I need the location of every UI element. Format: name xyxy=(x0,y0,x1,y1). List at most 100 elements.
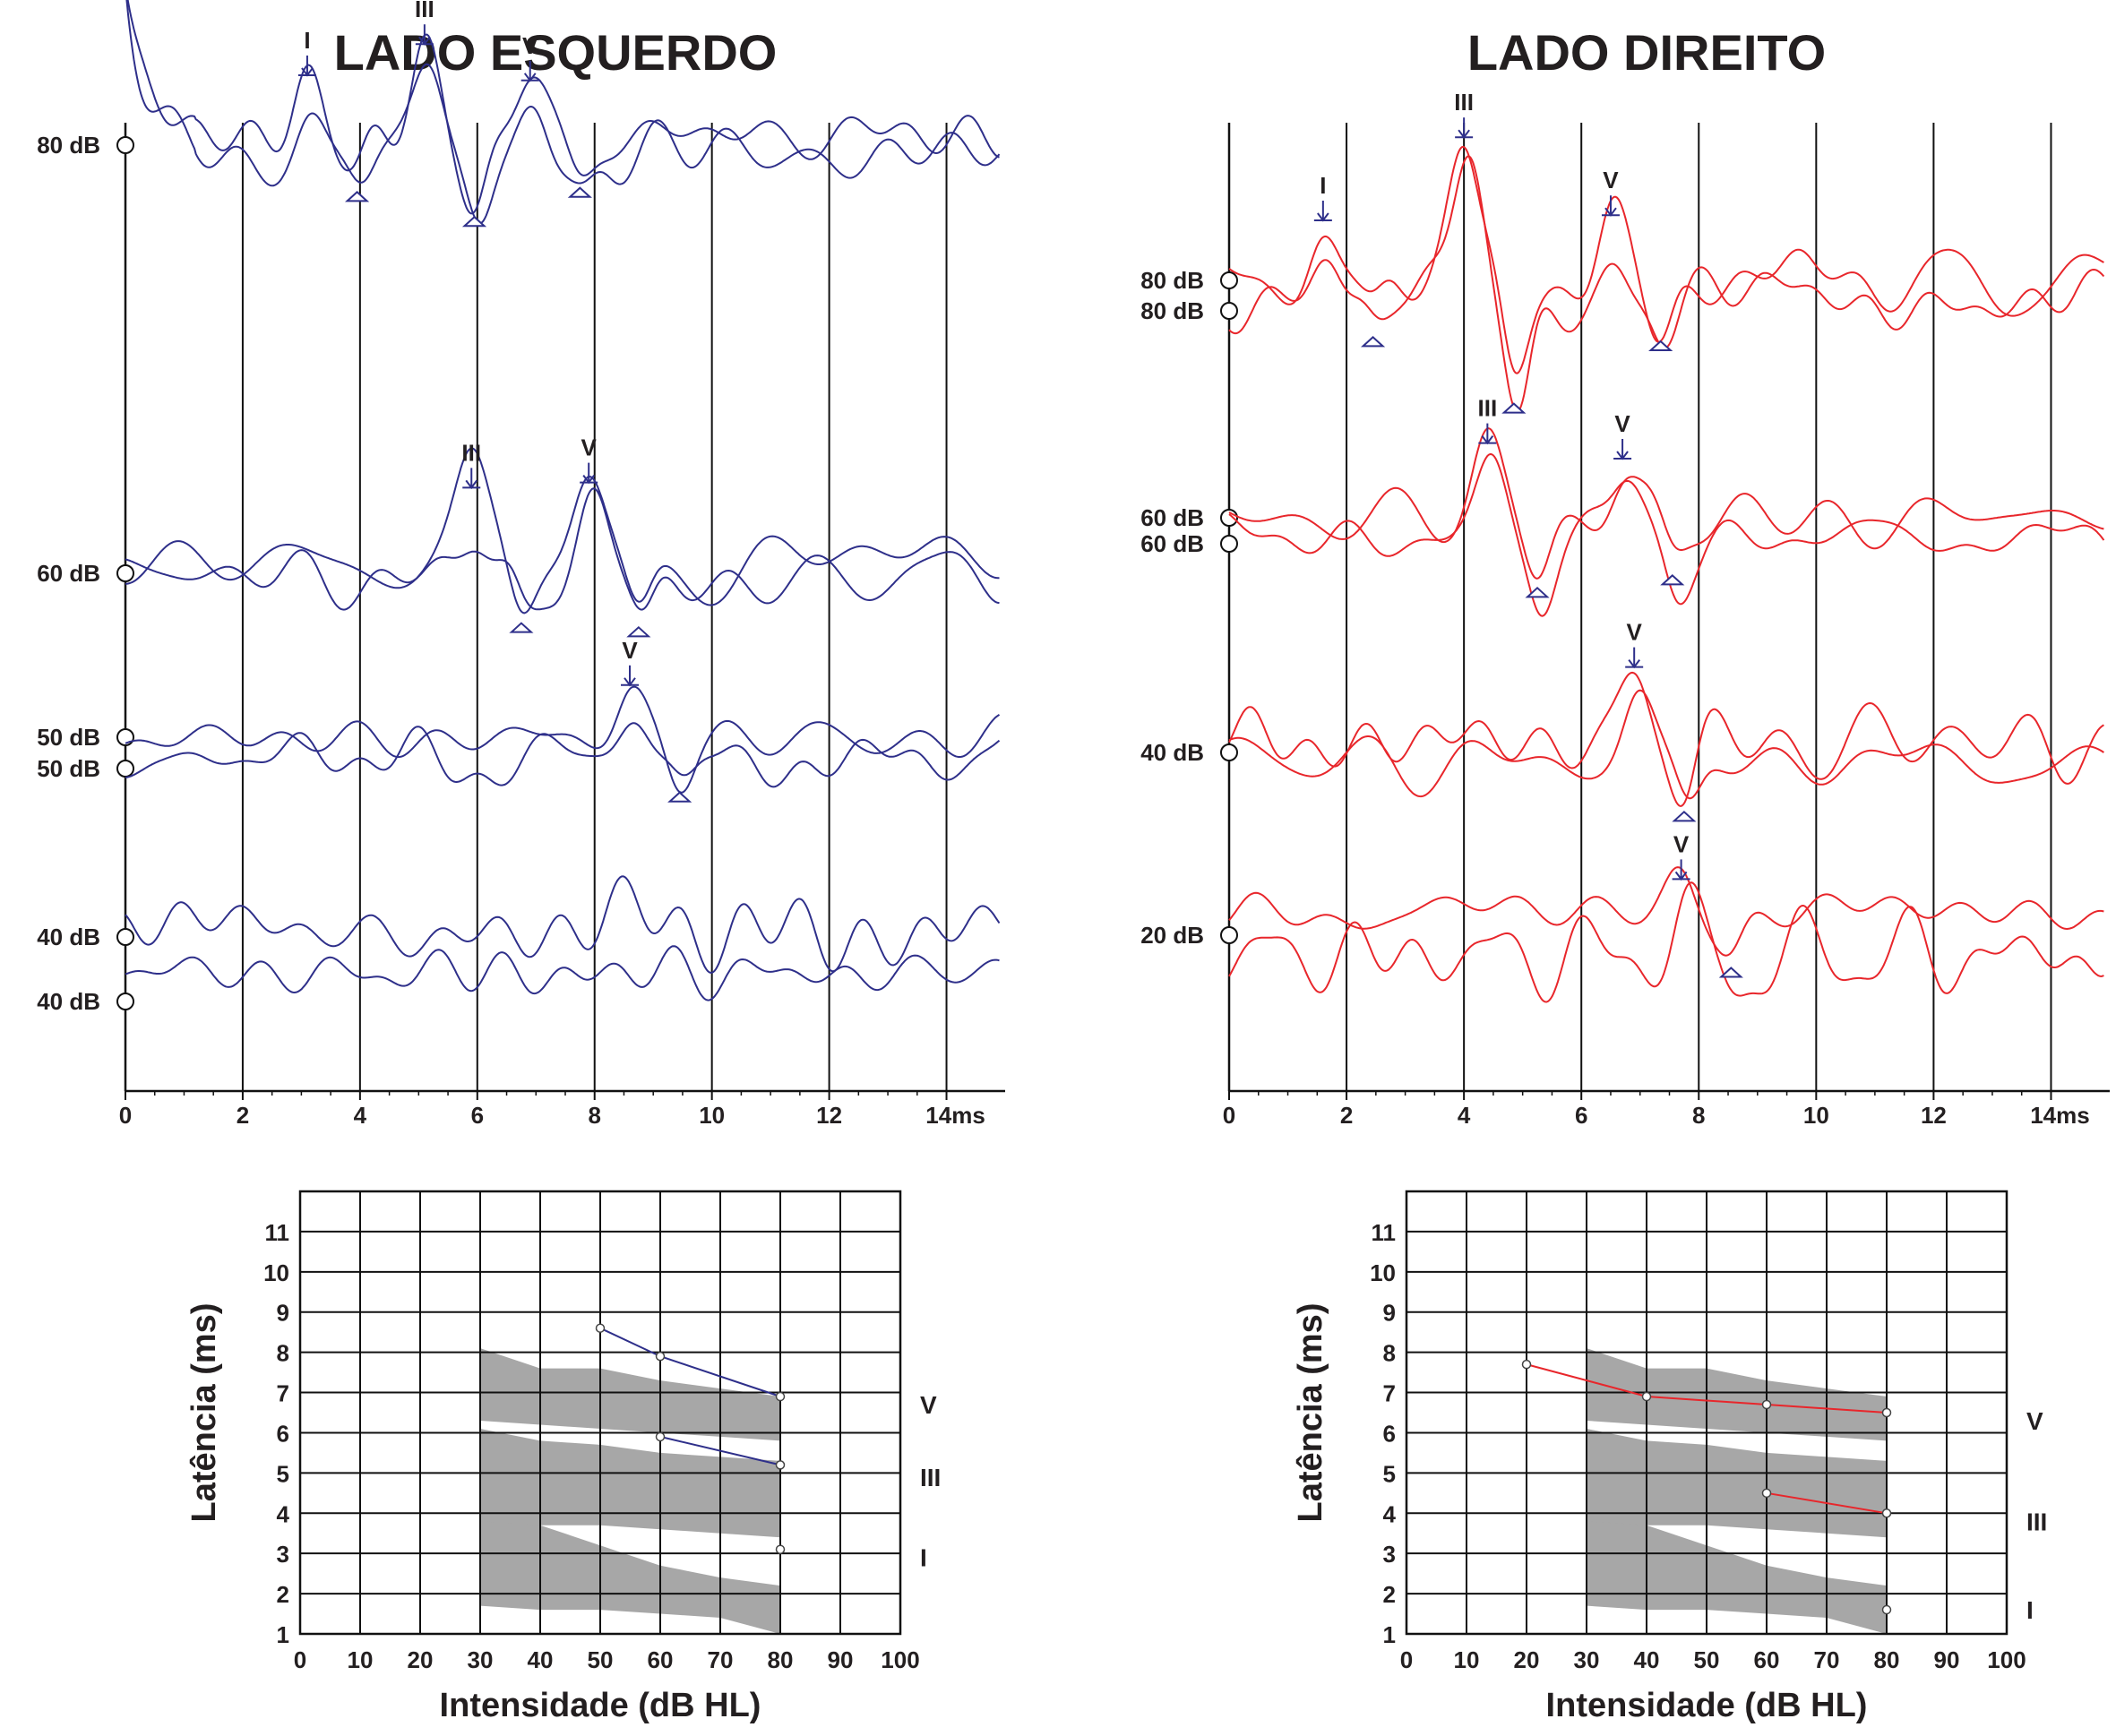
plot-frame xyxy=(1405,1190,2008,1636)
peak-label: V xyxy=(1603,167,1619,193)
y-tick-label: 4 xyxy=(277,1500,290,1527)
wave-label-I: I xyxy=(920,1544,927,1572)
intensity-label: 80 dB xyxy=(1140,297,1204,324)
waveform-trace xyxy=(1228,427,2104,580)
normal-band-III xyxy=(480,1429,780,1538)
x-axis-title: Intensidade (dB HL) xyxy=(440,1687,761,1724)
y-tick-label: 9 xyxy=(277,1300,289,1327)
intensity-label: 60 dB xyxy=(1140,504,1204,531)
intensity-label: 60 dB xyxy=(37,560,100,587)
series-point-III xyxy=(775,1460,786,1470)
series-point-III xyxy=(1881,1508,1892,1518)
x-tick-label: 70 xyxy=(708,1646,734,1673)
x-tick-label: 90 xyxy=(828,1646,854,1673)
peak-arrow-head xyxy=(1317,212,1329,222)
latency-chart-right: 0 10 20 30 40 50 60 70 80 90 100 1 2 3 4 5 6 7 8 9 10 11 Inten… xyxy=(1292,1190,2047,1724)
x-axis-title: Intensidade (dB HL) xyxy=(1546,1687,1868,1724)
waveform-trace xyxy=(125,685,1001,794)
series-point-V xyxy=(1881,1407,1892,1418)
peak-marker-I: I xyxy=(1313,172,1332,222)
series-line-V xyxy=(1526,1363,1888,1414)
trace-start-marker xyxy=(1220,743,1238,761)
x-tick-label: 4 xyxy=(1458,1102,1471,1129)
trace-start-marker xyxy=(116,760,134,778)
peak-label: V xyxy=(522,32,538,59)
peak-marker-V: V xyxy=(1601,167,1620,217)
peak-marker-III: III xyxy=(415,0,434,46)
normal-band-III xyxy=(1587,1429,1887,1538)
wave-label-V: V xyxy=(920,1391,937,1419)
x-tick-label: 6 xyxy=(471,1102,484,1129)
waveform-trace xyxy=(126,0,1000,215)
intensity-label: 20 dB xyxy=(1140,922,1204,949)
x-tick-label: 0 xyxy=(1223,1102,1235,1129)
series-point-III xyxy=(655,1431,666,1442)
x-tick-label: 20 xyxy=(408,1646,434,1673)
y-tick-label: 8 xyxy=(277,1340,289,1367)
y-tick-label: 3 xyxy=(277,1541,289,1568)
trough-marker xyxy=(667,791,692,803)
x-tick-label: 60 xyxy=(648,1646,674,1673)
intensity-label: 40 dB xyxy=(1140,739,1204,766)
trace-start-marker xyxy=(116,928,134,946)
trough-marker xyxy=(1360,336,1386,348)
y-tick-label: 7 xyxy=(1383,1380,1396,1407)
x-tick-label: 30 xyxy=(1574,1646,1600,1673)
peak-arrow-head xyxy=(624,677,636,687)
peak-marker-V: V xyxy=(621,637,640,687)
x-tick-label: 10 xyxy=(1454,1646,1480,1673)
waveform-trace xyxy=(1228,155,2105,414)
trace-start-marker xyxy=(116,564,134,582)
x-tick-label: 70 xyxy=(1814,1646,1840,1673)
latency-chart-left: 0 10 20 30 40 50 60 70 80 90 100 1 2 3 4 5 6 7 8 9 10 11 Inten… xyxy=(185,1190,941,1724)
y-tick-label: 2 xyxy=(277,1581,289,1608)
peak-arrow-head xyxy=(301,67,314,77)
right-panel-title: LADO DIREITO xyxy=(1467,24,1827,81)
left-panel-title: LADO ESQUERDO xyxy=(333,24,778,81)
x-tick-label: 12 xyxy=(1921,1102,1947,1129)
waveform-trace xyxy=(1228,671,2104,808)
peak-arrow-head xyxy=(1604,207,1617,217)
x-tick-label: 40 xyxy=(1634,1646,1660,1673)
trough-marker xyxy=(1501,402,1527,414)
y-tick-label: 5 xyxy=(277,1460,289,1487)
normal-band-I xyxy=(1587,1505,1887,1634)
peak-arrow-head xyxy=(523,73,537,82)
series-point-I xyxy=(775,1544,786,1554)
peak-marker-III: III xyxy=(1478,395,1498,445)
waveform-trace xyxy=(1228,689,2104,800)
peak-label: V xyxy=(622,637,638,664)
peak-arrow-head xyxy=(1628,659,1640,669)
peak-label: III xyxy=(415,0,434,22)
waveform-trace xyxy=(125,875,1001,974)
y-tick-label: 2 xyxy=(1383,1581,1396,1608)
x-tick-label: 60 xyxy=(1754,1646,1780,1673)
x-tick-label: 14ms xyxy=(2030,1102,2090,1129)
x-tick-label: 30 xyxy=(468,1646,494,1673)
trough-marker xyxy=(509,622,534,633)
waveform-trace xyxy=(125,722,1001,788)
intensity-label: 40 dB xyxy=(37,988,100,1015)
y-tick-label: 1 xyxy=(277,1621,289,1648)
trace-start-marker xyxy=(1220,271,1238,289)
trough-marker xyxy=(1660,574,1685,586)
waveform-trace xyxy=(125,447,1000,614)
waveform-trace xyxy=(125,945,1000,1001)
series-line-III xyxy=(1766,1491,1888,1515)
y-tick-label: 11 xyxy=(265,1219,290,1246)
trough-marker xyxy=(1525,586,1550,598)
peak-arrow-head xyxy=(582,475,595,485)
peak-label: III xyxy=(1478,395,1498,422)
peak-arrow-head xyxy=(1674,871,1688,881)
intensity-label: 60 dB xyxy=(1140,530,1204,557)
y-tick-label: 11 xyxy=(1372,1219,1397,1246)
peak-marker-V: V xyxy=(520,32,539,82)
waveform-trace xyxy=(125,487,1000,611)
trace-start-marker xyxy=(1220,926,1238,944)
peak-arrow-head xyxy=(1458,129,1470,139)
x-tick-label: 2 xyxy=(237,1102,249,1129)
x-tick-label: 80 xyxy=(1874,1646,1900,1673)
intensity-label: 80 dB xyxy=(37,132,100,159)
